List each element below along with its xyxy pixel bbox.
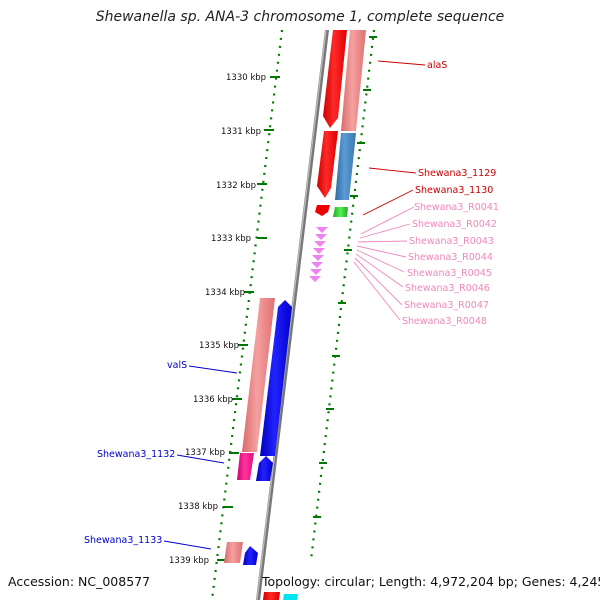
scale-label: 1332 kbp [216, 181, 256, 191]
label-connector [368, 167, 417, 174]
label-connector [362, 189, 414, 216]
gene-feature-vals-shadow[interactable] [242, 298, 275, 452]
gene-label-shewana3-1133[interactable]: Shewana3_1133 [84, 535, 162, 546]
label-connector [354, 257, 403, 306]
gene-label-alaS[interactable]: alaS [427, 60, 447, 71]
gene-feature-shewana3-r0043[interactable] [314, 241, 326, 247]
gene-feature-shewana3-r0045[interactable] [312, 255, 324, 261]
gene-feature-rrna[interactable] [333, 207, 348, 217]
gene-label-shewana3-r0044[interactable]: Shewana3_R0044 [408, 252, 493, 263]
trna-labels: Shewana3_R0041 Shewana3_R0042 Shewana3_R… [353, 202, 499, 327]
scale-label: 1334 kbp [205, 288, 245, 298]
scale-label: 1337 kbp [185, 448, 225, 458]
gene-feature-alaS-shadow[interactable] [341, 30, 366, 131]
scale-label: 1336 kbp [193, 395, 233, 405]
gene-label-vals[interactable]: valS [167, 360, 187, 371]
gene-feature-shewana3-r0044[interactable] [313, 248, 325, 254]
gene-label-shewana3-1130[interactable]: Shewana3_1130 [415, 185, 493, 196]
label-connector [176, 454, 225, 464]
gene-label-shewana3-r0045[interactable]: Shewana3_R0045 [407, 268, 492, 279]
scale-labels: 1330 kbp 1331 kbp 1332 kbp 1333 kbp 1334… [169, 73, 266, 566]
gene-label-shewana3-r0046[interactable]: Shewana3_R0046 [405, 283, 490, 294]
scale-label: 1330 kbp [226, 73, 266, 83]
label-connector [355, 253, 404, 288]
gene-feature-shewana3-r0048[interactable] [309, 276, 321, 282]
gene-feature-shewana3-r0041[interactable] [316, 227, 328, 233]
gene-feature-shewana3-r0042[interactable] [315, 234, 327, 240]
label-connector [353, 261, 401, 321]
gene-feature-shewana3-1132[interactable] [256, 456, 273, 481]
chromosome-backbone-highlight [256, 29, 327, 600]
gene-feature-shewana3-1129[interactable] [317, 131, 338, 198]
scale-label: 1338 kbp [178, 502, 218, 512]
gene-feature-vals[interactable] [260, 300, 292, 456]
label-connector [188, 365, 238, 374]
gene-feature-alaS[interactable] [323, 30, 347, 128]
gene-label-shewana3-r0047[interactable]: Shewana3_R0047 [404, 300, 489, 311]
gene-feature-bottom-cyan[interactable] [283, 594, 298, 600]
gene-feature-shewana3-1130[interactable] [315, 205, 330, 216]
gene-label-shewana3-r0048[interactable]: Shewana3_R0048 [402, 316, 487, 327]
gene-feature-shewana3-1133-shadow[interactable] [224, 542, 243, 563]
label-connector [356, 249, 405, 273]
accession-text: Accession: NC_008577 [8, 574, 151, 589]
label-connector [377, 60, 426, 66]
gene-feature-shewana3-1133[interactable] [243, 546, 258, 565]
reverse-strand-genes [224, 298, 298, 600]
scale-label: 1331 kbp [221, 127, 261, 137]
gene-feature-shewana3-r0046[interactable] [311, 262, 323, 268]
label-connector [163, 540, 212, 550]
gene-feature-bottom-red[interactable] [263, 592, 280, 600]
genome-summary-text: Topology: circular; Length: 4,972,204 bp… [262, 574, 600, 589]
gene-label-shewana3-r0043[interactable]: Shewana3_R0043 [409, 236, 494, 247]
gene-label-shewana3-r0041[interactable]: Shewana3_R0041 [414, 202, 499, 213]
gene-feature-shewana3-1132-shadow[interactable] [237, 453, 254, 480]
left-labels: valS Shewana3_1132 Shewana3_1133 [84, 360, 238, 550]
trna-cluster [309, 227, 328, 282]
scale-label: 1335 kbp [199, 341, 239, 351]
label-connector [360, 206, 415, 235]
label-connector [357, 240, 408, 243]
right-labels: alaS Shewana3_1129 Shewana3_1130 [362, 60, 496, 216]
gene-label-shewana3-1129[interactable]: Shewana3_1129 [418, 168, 496, 179]
inner-dotted-arc [309, 29, 376, 561]
forward-strand-genes [315, 30, 366, 217]
scale-label: 1333 kbp [211, 234, 251, 244]
scale-label: 1339 kbp [169, 556, 209, 566]
map-title: Shewanella sp. ANA-3 chromosome 1, compl… [95, 9, 505, 25]
label-connector [359, 223, 411, 239]
gene-label-shewana3-1132[interactable]: Shewana3_1132 [97, 449, 175, 460]
label-connector [356, 245, 407, 258]
chromosome-backbone [256, 29, 329, 600]
inner-ticks [313, 36, 377, 518]
gene-feature-shewana3-r0047[interactable] [310, 269, 322, 275]
gene-feature-shewana3-1129-shadow[interactable] [335, 133, 356, 200]
gene-label-shewana3-r0042[interactable]: Shewana3_R0042 [412, 219, 497, 230]
